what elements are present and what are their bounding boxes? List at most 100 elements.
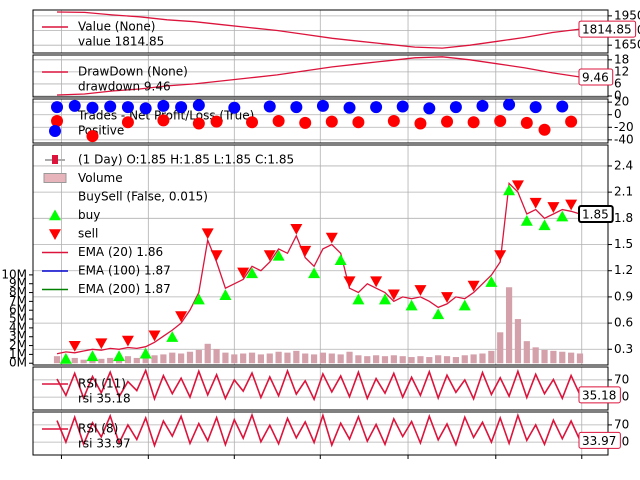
volume-bar	[107, 357, 114, 364]
data-point	[352, 116, 365, 129]
volume-bar	[390, 355, 397, 364]
data-point	[246, 267, 259, 279]
y-tick-label: 1650	[614, 38, 640, 52]
panel-border	[32, 144, 609, 366]
data-point	[219, 289, 232, 300]
legend-label: value 1814.85	[78, 35, 164, 49]
data-point	[95, 338, 108, 350]
volume-bar	[355, 355, 362, 364]
volume-bar	[240, 353, 247, 364]
volume-bar	[550, 350, 557, 364]
legend-label: buy	[78, 208, 100, 222]
volume-tick-label: 3M	[9, 329, 27, 343]
legend-marker	[49, 229, 61, 240]
data-point	[192, 99, 205, 112]
data-point	[121, 116, 134, 129]
volume-bar	[559, 351, 566, 364]
legend-label: rsi 35.18	[78, 392, 131, 406]
y-tick-label: 0.6	[614, 316, 633, 330]
volume-bar	[71, 357, 78, 364]
data-point	[228, 101, 241, 114]
data-point	[520, 116, 533, 129]
data-point	[538, 219, 551, 231]
data-point	[157, 99, 170, 112]
data-point	[263, 100, 276, 113]
data-point	[113, 350, 126, 362]
volume-bar	[514, 319, 522, 364]
legend-label: RSI (11)	[78, 377, 126, 391]
volume-bar	[213, 349, 220, 364]
y-tick-label: 1.8	[614, 211, 633, 225]
volume-bar	[461, 355, 468, 364]
data-point	[175, 311, 188, 323]
data-point	[511, 180, 524, 192]
volume-bar	[275, 351, 282, 364]
volume-tick-label: 4M	[9, 320, 27, 334]
legend-label: Positive	[78, 124, 124, 138]
data-point	[432, 308, 445, 320]
volume-bar	[452, 357, 459, 364]
data-point	[175, 101, 188, 114]
y-tick-label: 1.5	[614, 237, 633, 251]
volume-bar	[505, 287, 513, 364]
y-tick-label: 2.4	[614, 158, 633, 172]
volume-bar	[488, 350, 495, 364]
volume-bar	[293, 350, 300, 364]
legend-label: EMA (100) 1.87	[78, 264, 171, 278]
data-point	[396, 100, 409, 113]
value-tag-label: 1814.85	[582, 23, 632, 37]
data-point	[192, 293, 205, 305]
y-tick-label: 0.9	[614, 289, 633, 303]
data-point	[467, 280, 480, 292]
value-tag-label: 9.46	[582, 70, 609, 84]
data-point	[449, 101, 462, 114]
volume-bar	[408, 357, 415, 364]
data-point	[299, 116, 312, 129]
value-tag-label: 35.18	[582, 388, 616, 402]
y-tick-label: -40	[614, 132, 634, 146]
volume-bar	[576, 353, 584, 364]
data-point	[423, 102, 436, 115]
y-tick-label: 70	[614, 417, 629, 431]
volume-bar	[222, 352, 229, 364]
data-point	[387, 289, 400, 301]
data-point	[104, 100, 117, 113]
data-point	[86, 350, 99, 362]
value-tag	[578, 20, 637, 38]
volume-tick-label: 8M	[9, 285, 27, 299]
data-point	[139, 102, 152, 115]
data-point	[387, 115, 400, 127]
data-point	[458, 299, 471, 311]
y-tick-label: 18	[614, 52, 629, 66]
data-point	[441, 115, 454, 128]
volume-bar	[204, 343, 211, 364]
volume-bar	[443, 356, 451, 364]
data-point	[308, 267, 321, 279]
data-point	[520, 214, 533, 226]
data-point	[494, 250, 507, 261]
volume-bar	[328, 353, 335, 364]
volume-bar	[310, 354, 318, 364]
y-tick-label: 2.1	[614, 185, 633, 199]
volume-bar	[186, 351, 194, 364]
volume-bar	[266, 353, 273, 364]
data-point	[405, 299, 418, 311]
data-point	[556, 210, 569, 222]
volume-bar	[381, 356, 389, 364]
panel: 0.3 0.6 0.9 1.2 1.5 1.8 2.1 2.4 0M1M2M3M4M5M6M7M…	[1, 144, 633, 370]
data-point	[503, 98, 516, 111]
data-point	[263, 250, 276, 261]
data-point	[59, 352, 72, 364]
volume-bar	[257, 354, 264, 364]
y-tick-label: 0.3	[614, 342, 633, 356]
y-tick-label: 12	[614, 64, 629, 78]
y-tick-label: 1.2	[614, 263, 633, 277]
y-tick-label: 1950	[614, 8, 640, 22]
volume-bar	[399, 356, 406, 364]
data-point	[86, 101, 99, 114]
legend-label: Volume	[78, 171, 123, 185]
data-point	[370, 101, 383, 114]
data-line	[56, 56, 581, 96]
